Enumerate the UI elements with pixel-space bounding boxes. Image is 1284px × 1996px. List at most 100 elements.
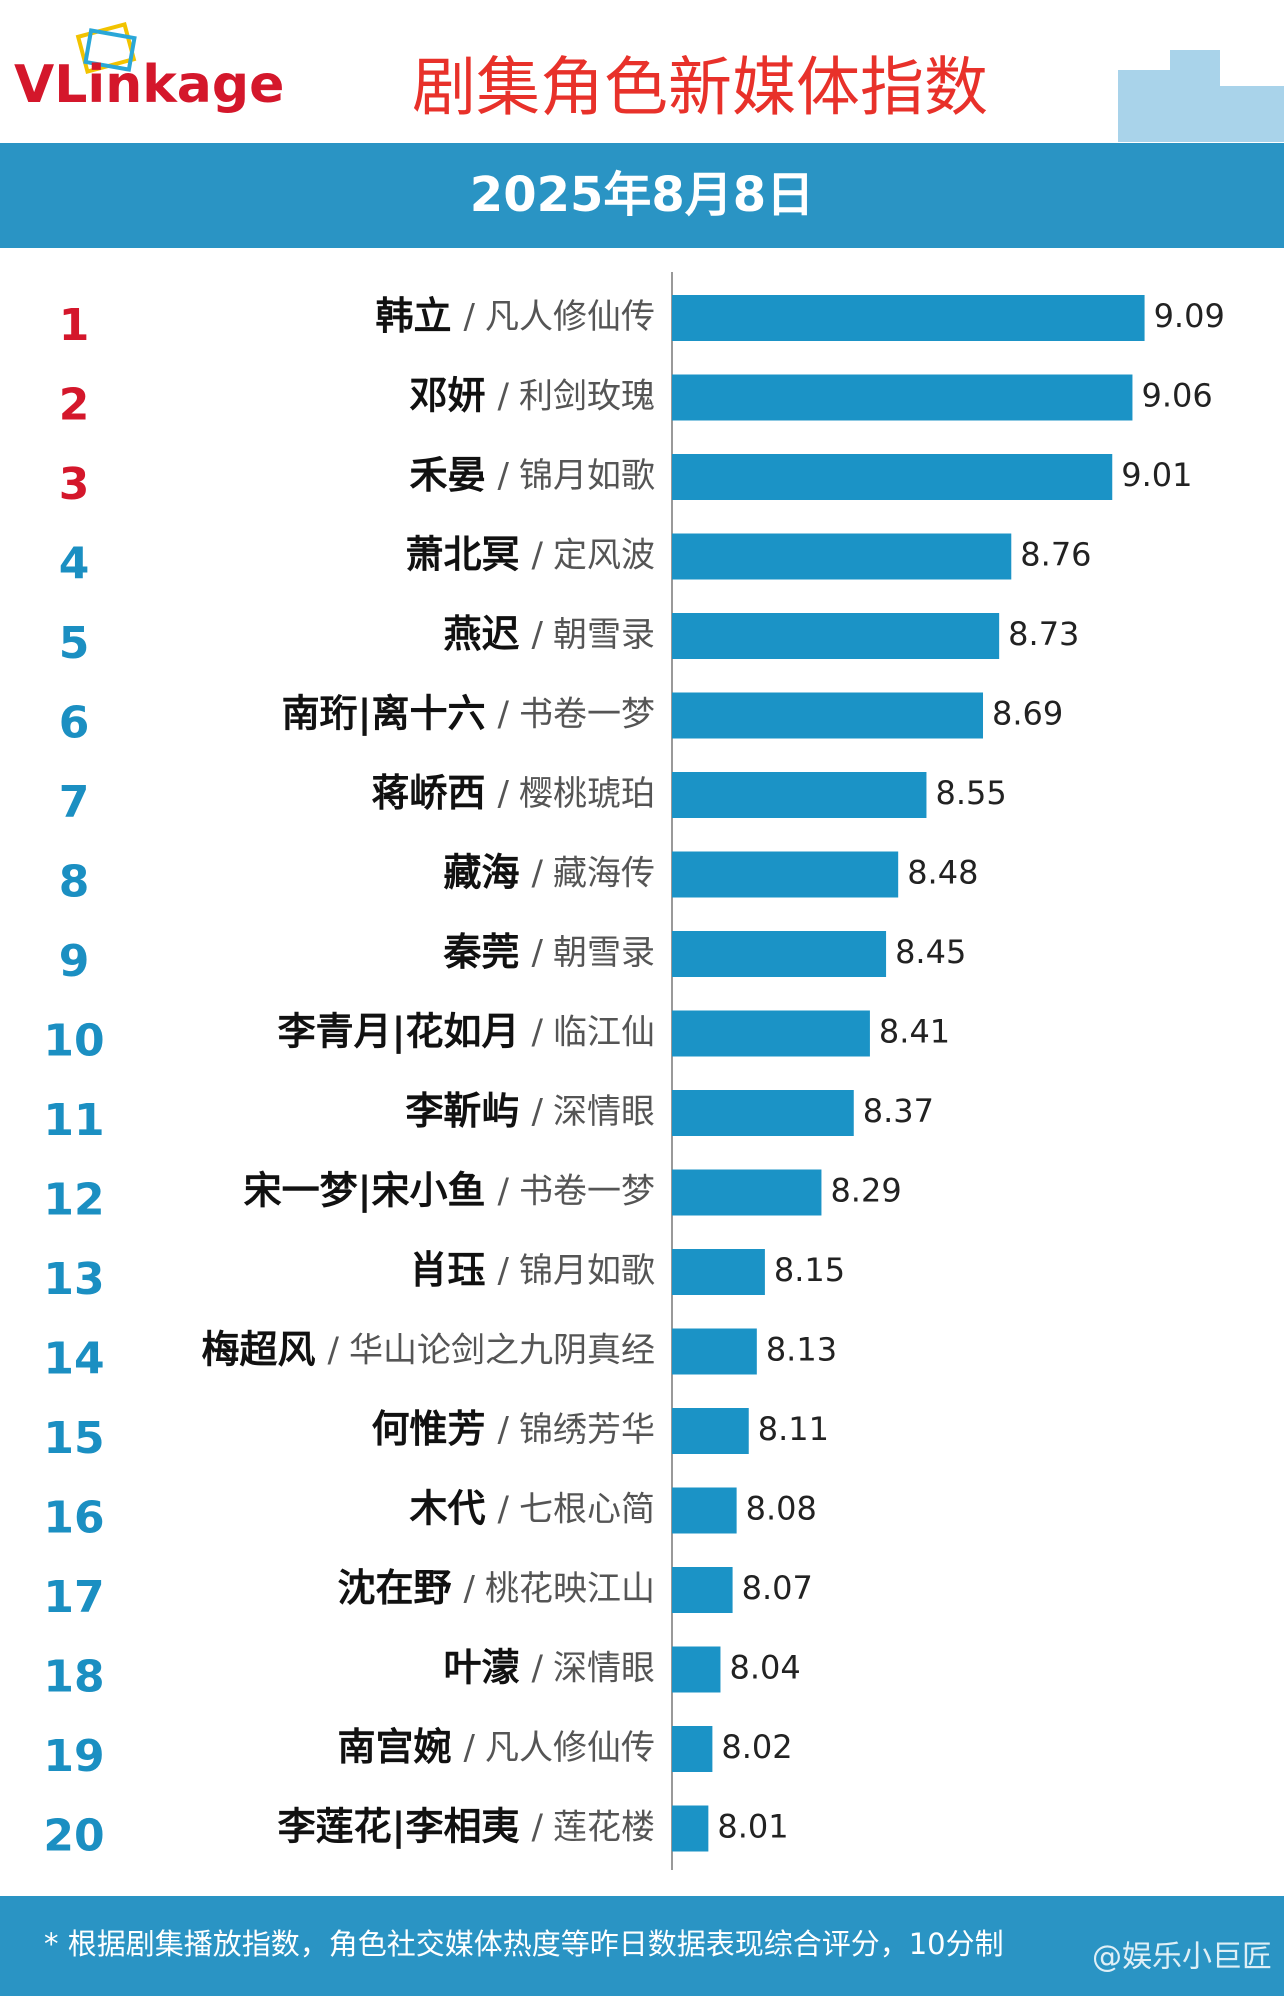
show-name: 凡人修仙传 — [485, 297, 655, 337]
show-name: 锦绣芳华 — [519, 1410, 655, 1450]
character-name: 沈在野 — [338, 1566, 452, 1610]
separator: / — [532, 535, 544, 575]
chart-title: 剧集角色新媒体指数 — [412, 52, 988, 126]
value-label: 8.07 — [742, 1569, 813, 1607]
bar — [672, 1328, 757, 1375]
character-name: 李靳屿 — [406, 1089, 520, 1133]
row-label: 木代 / 七根心简 — [410, 1486, 655, 1530]
row-label: 南珩|离十六 / 书卷一梦 — [282, 691, 655, 736]
footnote: * 根据剧集播放指数，角色社交媒体热度等昨日数据表现综合评分，10分制 — [44, 1927, 1004, 1961]
rank: 1 — [59, 300, 90, 351]
value-label: 9.09 — [1154, 297, 1225, 335]
bar — [672, 1010, 870, 1057]
bar — [672, 1646, 721, 1693]
character-name: 禾晏 — [410, 453, 486, 497]
show-name: 锦月如歌 — [519, 1251, 655, 1291]
bar — [672, 851, 899, 898]
rank: 7 — [59, 777, 90, 828]
value-label: 8.15 — [774, 1251, 845, 1289]
character-name: 南珩|离十六 — [282, 691, 486, 736]
value-label: 8.08 — [746, 1490, 817, 1528]
character-name: 秦莞 — [443, 930, 520, 974]
character-name: 宋一梦|宋小鱼 — [244, 1168, 486, 1213]
rank: 3 — [59, 459, 90, 510]
character-name: 梅超风 — [202, 1327, 316, 1371]
character-name: 叶濛 — [444, 1645, 520, 1689]
row-label: 宋一梦|宋小鱼 / 书卷一梦 — [244, 1168, 655, 1213]
value-label: 8.29 — [830, 1172, 901, 1210]
rank: 6 — [59, 698, 90, 749]
rank: 14 — [43, 1334, 104, 1385]
rank: 9 — [59, 936, 90, 987]
value-label: 8.45 — [895, 933, 966, 971]
value-label: 8.55 — [935, 774, 1006, 812]
row-label: 李莲花|李相夷 / 莲花楼 — [278, 1804, 655, 1849]
character-name: 藏海 — [444, 850, 520, 894]
character-name: 何惟芳 — [372, 1407, 486, 1451]
value-label: 8.41 — [879, 1013, 950, 1051]
character-name: 韩立 — [376, 294, 452, 338]
rank: 13 — [43, 1254, 104, 1305]
value-label: 8.01 — [717, 1808, 788, 1846]
value-label: 8.69 — [992, 695, 1063, 733]
row-label: 李青月|花如月 / 临江仙 — [278, 1009, 655, 1054]
rank: 8 — [59, 857, 90, 908]
separator: / — [532, 853, 544, 893]
show-name: 锦月如歌 — [519, 456, 655, 496]
character-name: 李青月|花如月 — [278, 1009, 520, 1054]
rank: 10 — [43, 1016, 104, 1067]
value-label: 9.01 — [1121, 456, 1192, 494]
bar — [672, 295, 1145, 341]
show-name: 朝雪录 — [553, 615, 655, 655]
rank: 19 — [43, 1731, 104, 1782]
separator: / — [532, 933, 544, 973]
show-name: 樱桃琥珀 — [519, 774, 655, 814]
bar — [672, 533, 1012, 580]
bar — [672, 931, 887, 977]
rank: 20 — [43, 1811, 104, 1862]
row-label: 南宫婉 / 凡人修仙传 — [338, 1725, 655, 1769]
separator: / — [498, 1489, 510, 1529]
show-name: 凡人修仙传 — [485, 1728, 655, 1768]
separator: / — [498, 376, 510, 416]
separator: / — [498, 1410, 510, 1450]
row-label: 肖珏 / 锦月如歌 — [410, 1248, 655, 1292]
show-name: 朝雪录 — [553, 933, 655, 973]
rank: 2 — [59, 380, 90, 431]
bar — [672, 374, 1133, 421]
rank: 18 — [43, 1652, 104, 1703]
show-name: 临江仙 — [553, 1012, 655, 1052]
value-label: 8.73 — [1008, 615, 1079, 653]
value-label: 8.13 — [766, 1331, 837, 1369]
value-label: 8.48 — [907, 854, 978, 892]
show-name: 书卷一梦 — [519, 694, 655, 734]
separator: / — [498, 1251, 510, 1291]
show-name: 华山论剑之九阴真经 — [349, 1330, 655, 1370]
row-label: 禾晏 / 锦月如歌 — [410, 453, 655, 497]
bar — [672, 613, 1000, 659]
character-name: 南宫婉 — [338, 1725, 452, 1769]
show-name: 七根心简 — [519, 1489, 655, 1529]
rank: 17 — [43, 1572, 104, 1623]
show-name: 藏海传 — [553, 853, 655, 893]
bar — [672, 1090, 854, 1136]
separator: / — [498, 1171, 510, 1211]
logo-icon — [75, 21, 137, 75]
rank: 12 — [43, 1175, 104, 1226]
separator: / — [328, 1330, 340, 1370]
separator: / — [532, 615, 544, 655]
bar — [672, 1487, 737, 1534]
bar — [672, 1805, 709, 1852]
separator: / — [498, 456, 510, 496]
value-label: 8.04 — [729, 1649, 800, 1687]
footer-band — [0, 1896, 1284, 1996]
rank: 5 — [59, 618, 90, 669]
rank: 16 — [43, 1493, 104, 1544]
character-name: 萧北冥 — [406, 532, 520, 576]
row-label: 秦莞 / 朝雪录 — [443, 930, 655, 974]
separator: / — [498, 774, 510, 814]
value-label: 8.37 — [863, 1092, 934, 1130]
character-name: 木代 — [410, 1486, 486, 1530]
row-label: 蒋峤西 / 樱桃琥珀 — [372, 771, 655, 815]
